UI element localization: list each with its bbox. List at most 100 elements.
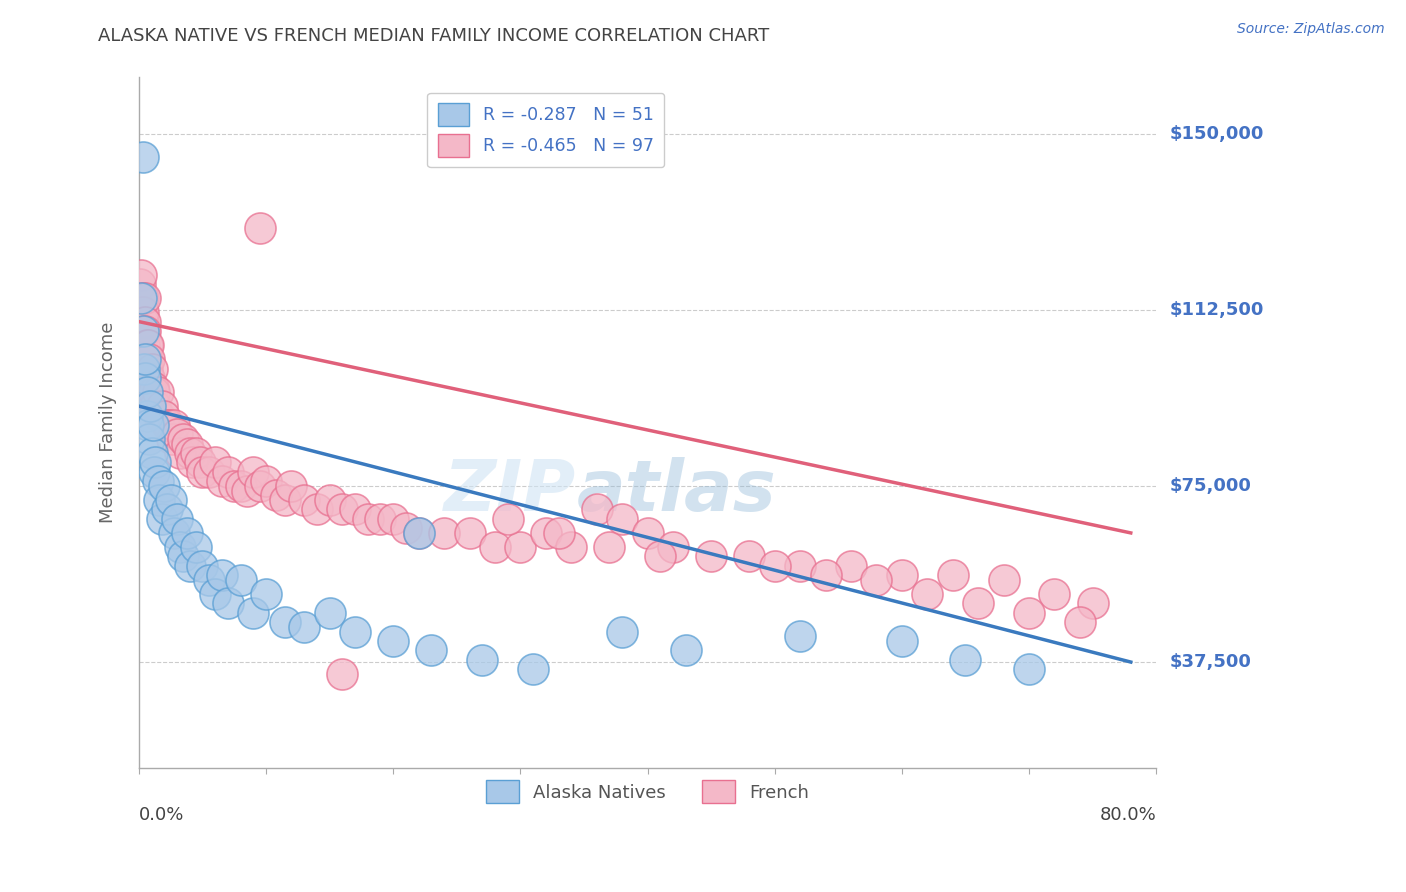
Point [153, 409, 176, 423]
Point [254, 475, 277, 489]
Point [585, 502, 607, 516]
Point [967, 596, 990, 610]
Point [131, 305, 153, 319]
Point [191, 558, 214, 573]
Point [408, 525, 430, 540]
Text: 80.0%: 80.0% [1099, 805, 1156, 823]
Point [138, 352, 160, 367]
Point [330, 666, 353, 681]
Point [662, 540, 685, 554]
Text: Source: ZipAtlas.com: Source: ZipAtlas.com [1237, 22, 1385, 37]
Point [146, 475, 169, 489]
Point [136, 417, 159, 432]
Text: 0.0%: 0.0% [139, 805, 184, 823]
Text: $75,000: $75,000 [1170, 477, 1251, 495]
Point [738, 549, 761, 564]
Point [650, 549, 672, 564]
Point [675, 643, 697, 657]
Point [145, 399, 167, 413]
Point [156, 502, 179, 516]
Point [1069, 615, 1091, 629]
Point [134, 352, 156, 367]
Point [382, 634, 405, 648]
Point [169, 540, 191, 554]
Point [181, 455, 204, 469]
Point [169, 446, 191, 460]
Point [188, 455, 211, 469]
Point [344, 502, 367, 516]
Point [763, 558, 786, 573]
Point [330, 502, 353, 516]
Point [172, 549, 194, 564]
Point [305, 502, 328, 516]
Point [159, 493, 181, 508]
Point [176, 436, 198, 450]
Point [471, 653, 494, 667]
Point [132, 338, 155, 352]
Point [637, 525, 659, 540]
Point [136, 338, 159, 352]
Point [143, 465, 166, 479]
Legend: Alaska Natives, French: Alaska Natives, French [479, 772, 815, 811]
Point [191, 465, 214, 479]
Point [839, 558, 862, 573]
Point [131, 315, 153, 329]
Point [236, 483, 259, 498]
Point [150, 399, 173, 413]
Point [145, 455, 167, 469]
Point [598, 540, 620, 554]
Point [143, 385, 166, 400]
Point [610, 512, 633, 526]
Point [138, 371, 160, 385]
Point [163, 525, 186, 540]
Point [700, 549, 723, 564]
Point [408, 525, 430, 540]
Point [134, 371, 156, 385]
Point [131, 324, 153, 338]
Point [131, 305, 153, 319]
Point [135, 409, 157, 423]
Point [395, 521, 418, 535]
Point [229, 573, 252, 587]
Point [135, 338, 157, 352]
Point [1043, 587, 1066, 601]
Point [146, 385, 169, 400]
Point [198, 465, 221, 479]
Text: ALASKA NATIVE VS FRENCH MEDIAN FAMILY INCOME CORRELATION CHART: ALASKA NATIVE VS FRENCH MEDIAN FAMILY IN… [98, 27, 769, 45]
Text: $150,000: $150,000 [1170, 125, 1264, 143]
Y-axis label: Median Family Income: Median Family Income [100, 322, 117, 524]
Point [160, 432, 183, 446]
Point [242, 465, 264, 479]
Point [357, 512, 380, 526]
Point [522, 662, 544, 676]
Point [917, 587, 939, 601]
Point [496, 512, 519, 526]
Point [318, 606, 340, 620]
Point [254, 587, 277, 601]
Point [176, 525, 198, 540]
Point [1018, 662, 1040, 676]
Point [136, 371, 159, 385]
Point [1018, 606, 1040, 620]
Point [264, 488, 287, 502]
Point [560, 540, 582, 554]
Point [150, 512, 173, 526]
Point [148, 493, 170, 508]
Point [148, 409, 170, 423]
Point [139, 399, 162, 413]
Point [344, 624, 367, 639]
Point [484, 540, 506, 554]
Point [993, 573, 1015, 587]
Point [134, 315, 156, 329]
Point [292, 620, 315, 634]
Point [249, 220, 271, 235]
Point [139, 380, 162, 394]
Point [509, 540, 531, 554]
Point [131, 291, 153, 305]
Point [534, 525, 557, 540]
Point [382, 512, 405, 526]
Point [179, 446, 201, 460]
Point [274, 493, 297, 508]
Point [135, 361, 157, 376]
Point [141, 361, 163, 376]
